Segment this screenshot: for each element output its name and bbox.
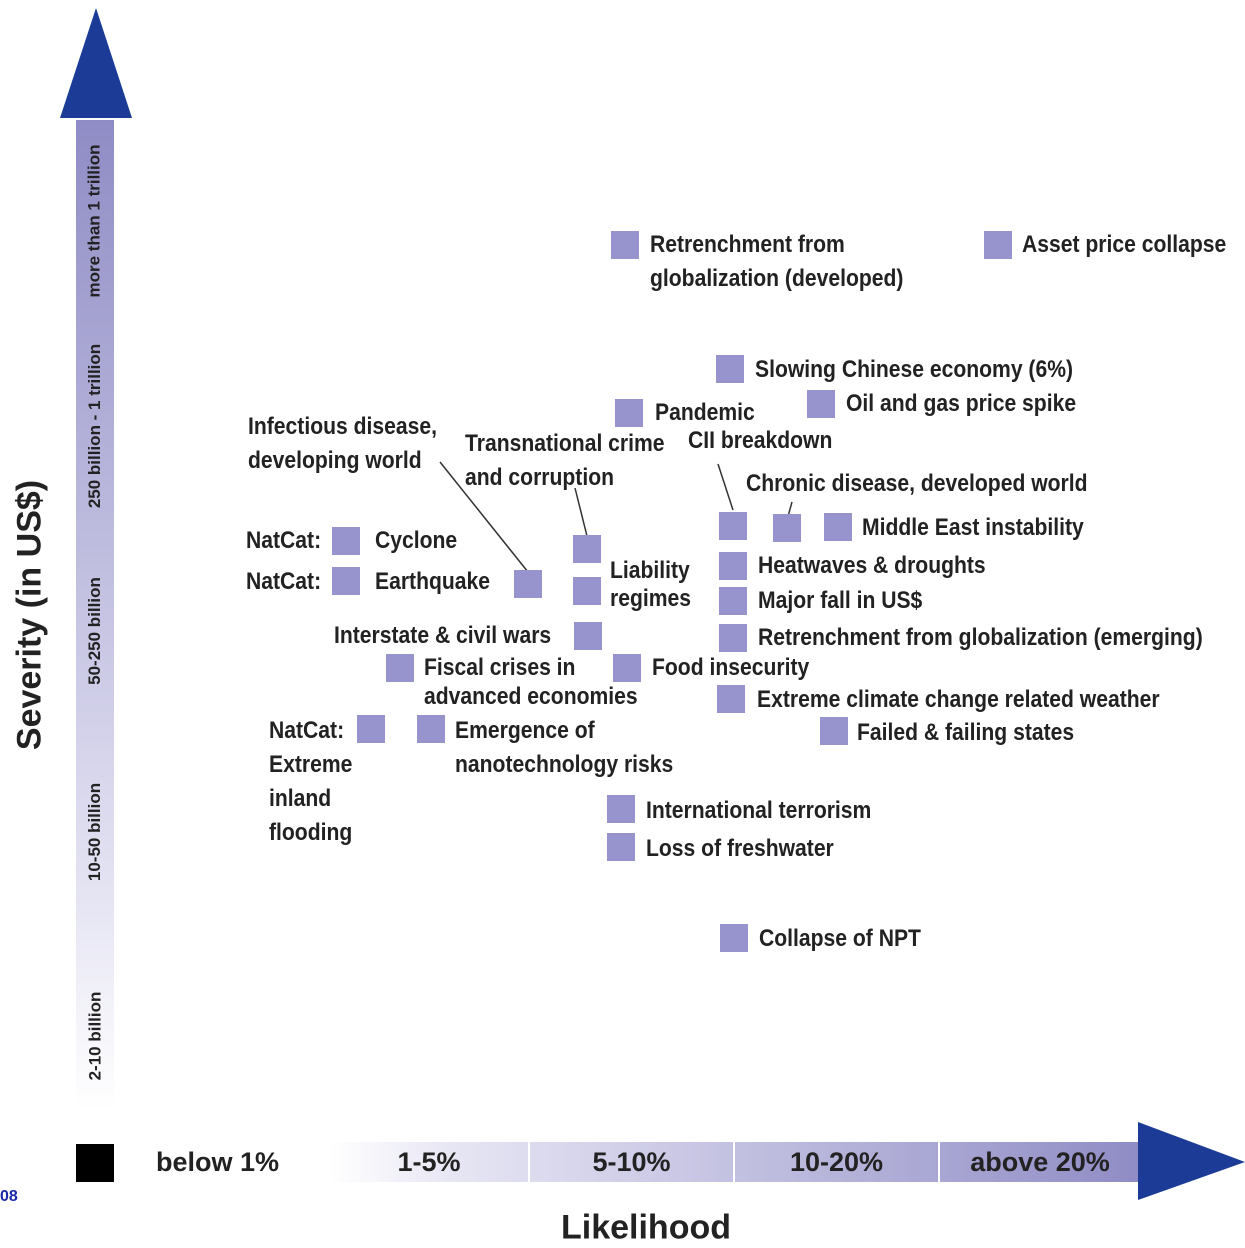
point-label: NatCat: bbox=[246, 568, 322, 595]
point-label: Transnational crime bbox=[465, 430, 665, 457]
point-label: Earthquake bbox=[375, 568, 491, 595]
severity-band-3: 50-250 billion bbox=[85, 577, 105, 685]
page-number: 08 bbox=[0, 1188, 18, 1205]
point-label: Retrenchment from bbox=[650, 231, 845, 258]
leader-infectious bbox=[439, 461, 529, 573]
point-label: NatCat: bbox=[246, 527, 322, 554]
risk-marker bbox=[615, 399, 643, 427]
point-label: Heatwaves & droughts bbox=[758, 552, 986, 579]
risk-marker bbox=[717, 685, 745, 713]
point-label: Liability bbox=[610, 557, 690, 584]
severity-band-4: 10-50 billion bbox=[85, 782, 104, 882]
marker-layer bbox=[332, 231, 1012, 952]
likelihood-sep bbox=[528, 1142, 530, 1182]
risk-marker bbox=[773, 514, 801, 542]
point-label: Cyclone bbox=[375, 527, 458, 554]
point-label: Emergence of bbox=[455, 717, 595, 744]
risk-marker bbox=[719, 552, 747, 580]
point-label: flooding bbox=[269, 819, 353, 846]
likelihood-band-5: above 20% bbox=[970, 1146, 1110, 1177]
risk-marker bbox=[332, 527, 360, 555]
risk-marker bbox=[386, 654, 414, 682]
risk-marker bbox=[824, 513, 852, 541]
risk-marker bbox=[807, 390, 835, 418]
below-1pct-marker bbox=[76, 1144, 114, 1182]
risk-marker bbox=[720, 924, 748, 952]
risk-marker bbox=[613, 654, 641, 682]
severity-axis-arrow bbox=[60, 8, 132, 118]
point-label: advanced economies bbox=[424, 683, 638, 710]
point-label: Slowing Chinese economy (6%) bbox=[755, 356, 1074, 383]
risk-marker bbox=[573, 577, 601, 605]
point-label: CII breakdown bbox=[688, 427, 833, 454]
leader-transcrime bbox=[574, 487, 589, 541]
risk-marker bbox=[607, 795, 635, 823]
point-label: nanotechnology risks bbox=[455, 751, 674, 778]
point-label: Infectious disease, bbox=[248, 413, 437, 440]
likelihood-axis-bar bbox=[330, 1142, 1140, 1182]
point-label: developing world bbox=[248, 447, 422, 474]
risk-marker bbox=[984, 231, 1012, 259]
point-label: Collapse of NPT bbox=[759, 925, 921, 952]
leader-cii bbox=[717, 463, 734, 511]
risk-marker bbox=[573, 535, 601, 563]
risk-marker bbox=[514, 570, 542, 598]
point-label: Failed & failing states bbox=[857, 719, 1075, 746]
severity-axis-bar bbox=[76, 120, 114, 1110]
point-label: Major fall in US$ bbox=[758, 587, 923, 614]
point-label: NatCat: bbox=[269, 717, 345, 744]
risk-marker bbox=[607, 833, 635, 861]
risk-marker bbox=[719, 624, 747, 652]
point-label: and corruption bbox=[465, 464, 615, 491]
risk-marker bbox=[417, 715, 445, 743]
risk-marker bbox=[716, 355, 744, 383]
severity-axis-title: Severity (in US$) bbox=[10, 479, 49, 751]
point-label: Loss of freshwater bbox=[646, 835, 834, 862]
risk-marker bbox=[820, 717, 848, 745]
risk-marker bbox=[719, 587, 747, 615]
point-label: Chronic disease, developed world bbox=[746, 470, 1088, 497]
point-label: International terrorism bbox=[646, 797, 872, 824]
point-label: Oil and gas price spike bbox=[846, 390, 1077, 417]
point-label: Fiscal crises in bbox=[424, 654, 576, 681]
point-label: Food insecurity bbox=[652, 654, 810, 681]
likelihood-sep bbox=[938, 1142, 940, 1182]
point-label: Asset price collapse bbox=[1022, 231, 1227, 258]
point-label: inland bbox=[269, 785, 332, 812]
point-label: globalization (developed) bbox=[650, 265, 904, 292]
point-label: Pandemic bbox=[655, 399, 755, 426]
point-label: Extreme climate change related weather bbox=[757, 686, 1160, 713]
likelihood-band-4: 10-20% bbox=[789, 1146, 884, 1177]
point-label: Retrenchment from globalization (emergin… bbox=[758, 624, 1203, 651]
severity-band-1: more than 1 trillion bbox=[85, 144, 104, 298]
risk-marker bbox=[332, 567, 360, 595]
severity-band-5: 2-10 billion bbox=[85, 991, 105, 1081]
risk-marker bbox=[357, 715, 385, 743]
likelihood-band-3: 5-10% bbox=[592, 1146, 671, 1177]
risk-marker bbox=[574, 622, 602, 650]
likelihood-sep bbox=[733, 1142, 735, 1182]
point-label: regimes bbox=[610, 585, 692, 612]
point-label: Middle East instability bbox=[862, 514, 1084, 541]
point-label: Interstate & civil wars bbox=[334, 622, 552, 649]
risk-marker bbox=[611, 231, 639, 259]
point-label: Extreme bbox=[269, 751, 353, 778]
likelihood-axis-arrow bbox=[1138, 1122, 1245, 1200]
severity-band-2: 250 billion - 1 trillion bbox=[85, 343, 105, 509]
likelihood-band-2: 1-5% bbox=[397, 1146, 461, 1177]
risk-marker bbox=[719, 512, 747, 540]
likelihood-band-1: below 1% bbox=[155, 1146, 280, 1177]
likelihood-axis-title: Likelihood bbox=[561, 1208, 731, 1247]
